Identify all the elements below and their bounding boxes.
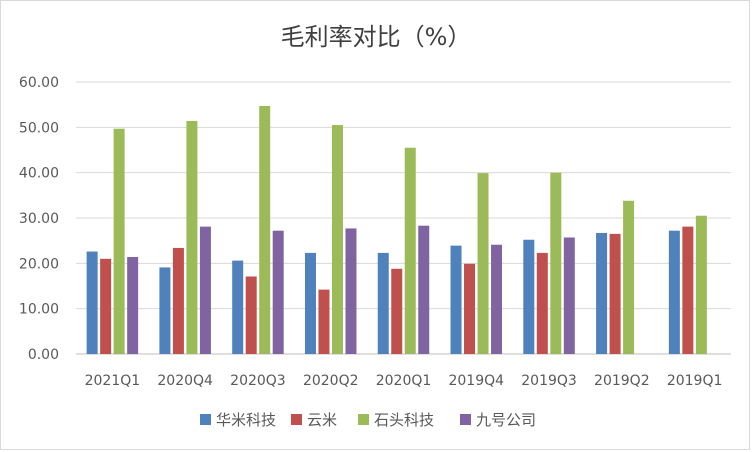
y-tick-label: 40.00: [19, 166, 59, 182]
bar-石头科技-2020Q3: [259, 106, 271, 354]
bar-石头科技-2020Q1: [404, 147, 416, 354]
x-tick-label: 2019Q4: [448, 373, 504, 389]
bar-华米科技-2019Q4: [450, 245, 462, 354]
bar-华米科技-2019Q1: [668, 230, 680, 354]
bar-华米科技-2020Q2: [304, 252, 316, 354]
bar-九号公司-2020Q4: [199, 226, 211, 354]
bar-九号公司-2020Q1: [418, 225, 430, 354]
bar-云米-2020Q3: [245, 276, 257, 354]
y-tick-label: 60.00: [19, 75, 59, 91]
bar-云米-2021Q1: [100, 258, 112, 354]
bar-云米-2019Q3: [536, 252, 548, 354]
bar-华米科技-2020Q3: [232, 260, 244, 354]
bar-华米科技-2019Q3: [523, 239, 535, 354]
legend-label: 云米: [307, 411, 337, 429]
bar-云米-2019Q4: [464, 263, 476, 354]
bar-石头科技-2019Q3: [550, 172, 562, 354]
legend: 华米科技 云米 石头科技 九号公司: [200, 411, 536, 429]
bars: [86, 106, 707, 354]
x-axis-ticks: 2021Q1 2020Q4 2020Q3 2020Q2 2020Q1 2019Q4 2019…: [85, 373, 723, 389]
bar-九号公司-2020Q2: [345, 228, 357, 354]
bar-云米-2019Q1: [682, 226, 694, 354]
bar-石头科技-2019Q4: [477, 173, 489, 354]
x-tick-label: 2020Q3: [230, 373, 286, 389]
x-tick-label: 2020Q2: [303, 373, 359, 389]
bar-云米-2019Q2: [609, 233, 621, 354]
y-tick-label: 20.00: [19, 256, 59, 272]
y-tick-label: 0.00: [28, 347, 59, 363]
legend-label: 石头科技: [374, 411, 434, 429]
x-tick-label: 2019Q1: [667, 373, 723, 389]
bar-石头科技-2020Q4: [186, 120, 198, 354]
bar-云米-2020Q4: [172, 247, 184, 354]
legend-swatch: [291, 414, 302, 425]
x-tick-label: 2020Q4: [157, 373, 213, 389]
bar-九号公司-2021Q1: [127, 256, 139, 354]
y-tick-label: 50.00: [19, 120, 59, 136]
y-tick-label: 10.00: [19, 302, 59, 318]
bar-石头科技-2020Q2: [331, 125, 343, 354]
bar-云米-2020Q1: [391, 268, 403, 354]
x-tick-label: 2019Q3: [521, 373, 577, 389]
legend-label: 华米科技: [216, 411, 276, 429]
bar-华米科技-2020Q1: [377, 252, 389, 354]
bar-九号公司-2019Q4: [491, 244, 503, 354]
chart-title: 毛利率对比（%）: [281, 23, 472, 51]
legend-swatch: [460, 414, 471, 425]
bar-石头科技-2019Q2: [623, 200, 635, 354]
bar-华米科技-2020Q4: [159, 267, 171, 354]
legend-swatch: [358, 414, 369, 425]
legend-swatch: [200, 414, 211, 425]
bar-华米科技-2021Q1: [86, 251, 98, 354]
bar-石头科技-2019Q1: [695, 215, 707, 354]
gridlines: [76, 81, 731, 355]
x-tick-label: 2019Q2: [594, 373, 650, 389]
bar-九号公司-2019Q3: [563, 237, 575, 354]
y-axis-ticks: 0.00 10.00 20.00 30.00 40.00 50.00 60.00: [19, 75, 59, 363]
legend-label: 九号公司: [476, 411, 536, 429]
bar-云米-2020Q2: [318, 289, 330, 354]
bar-九号公司-2020Q3: [272, 230, 284, 354]
x-tick-label: 2020Q1: [376, 373, 432, 389]
y-tick-label: 30.00: [19, 211, 59, 227]
bar-华米科技-2019Q2: [596, 232, 608, 354]
x-tick-label: 2021Q1: [85, 373, 141, 389]
bar-石头科技-2021Q1: [113, 128, 125, 354]
